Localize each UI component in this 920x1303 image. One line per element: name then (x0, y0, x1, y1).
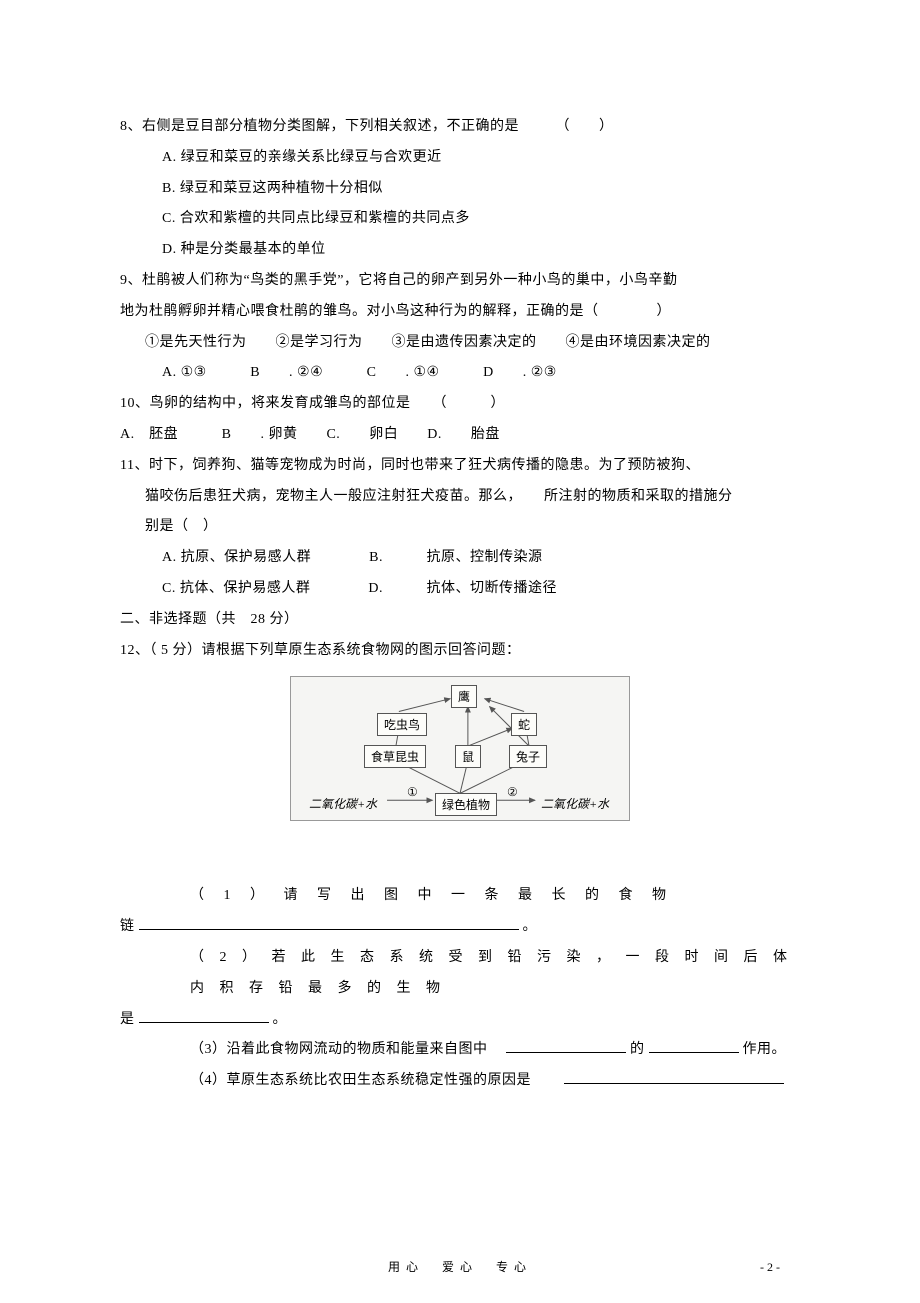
q8-stem: 8、右侧是豆目部分植物分类图解，下列相关叙述，不正确的是 （ ） (120, 112, 800, 143)
q11-line3: 别是（ ） (120, 512, 800, 543)
node-plant: 绿色植物 (435, 793, 497, 816)
node-mouse: 鼠 (455, 745, 481, 768)
blank-2 (139, 1009, 269, 1023)
q9-line2: 地为杜鹃孵卵并精心喂食杜鹃的雏鸟。对小鸟这种行为的解释，正确的是（ ） (120, 297, 800, 328)
node-rabbit: 兔子 (509, 745, 547, 768)
q12-p3-row: （3）沿着此食物网流动的物质和能量来自图中 的 作用。 (120, 1035, 800, 1066)
node-co2-left: 二氧化碳+水 (309, 795, 377, 812)
q12-p3a: （3）沿着此食物网流动的物质和能量来自图中 (190, 1042, 502, 1057)
q8-option-c: C. 合欢和紫檀的共同点比绿豆和紫檀的共同点多 (120, 204, 800, 235)
q12-p1b-row: 链 。 (120, 912, 800, 943)
q8-option-b: B. 绿豆和菜豆这两种植物十分相似 (120, 174, 800, 205)
q8-option-d: D. 种是分类最基本的单位 (120, 235, 800, 266)
q12-stem: 12、（ 5 分）请根据下列草原生态系统食物网的图示回答问题： (120, 636, 800, 667)
blank-1 (139, 916, 519, 930)
food-web-diagram: 鹰 吃虫鸟 蛇 食草昆虫 鼠 兔子 绿色植物 二氧化碳+水 二氧化碳+水 ① ② (120, 676, 800, 821)
q11-line2: 猫咬伤后患狂犬病，宠物主人一般应注射狂犬疫苗。那么， 所注射的物质和采取的措施分 (120, 482, 800, 513)
circle-2: ② (507, 785, 518, 800)
q8-option-a: A. 绿豆和菜豆的亲缘关系比绿豆与合欢更近 (120, 143, 800, 174)
q12-p3b: 的 (630, 1042, 645, 1057)
blank-4 (564, 1070, 784, 1084)
node-bird: 吃虫鸟 (377, 713, 427, 736)
q9-options-circled: ①是先天性行为 ②是学习行为 ③是由遗传因素决定的 ④是由环境因素决定的 (120, 328, 800, 359)
footer-text: 用心 爱心 专心 (0, 1258, 920, 1275)
q12-p1b: 链 (120, 919, 135, 934)
blank-3b (649, 1039, 739, 1053)
q11-option-c: C. 抗体、保护易感人群 D. 抗体、切断传播途径 (120, 574, 800, 605)
q12-p2b-row: 是 。 (120, 1005, 800, 1036)
q12-p4-row: （4）草原生态系统比农田生态系统稳定性强的原因是 (120, 1066, 800, 1097)
q9-line1: 9、杜鹃被人们称为“鸟类的黑手党”，它将自己的卵产到另外一种小鸟的巢中，小鸟辛勤 (120, 266, 800, 297)
node-insect: 食草昆虫 (364, 745, 426, 768)
q12-p4: （4）草原生态系统比农田生态系统稳定性强的原因是 (190, 1073, 560, 1088)
q12-p3c: 作用。 (743, 1042, 787, 1057)
q10-choices: A. 胚盘 B . 卵黄 C. 卵白 D. 胎盘 (120, 420, 800, 451)
q12-p2c: 。 (273, 1012, 288, 1027)
page-number: - 2 - (760, 1260, 780, 1275)
blank-3a (506, 1039, 626, 1053)
node-co2-right: 二氧化碳+水 (541, 795, 609, 812)
q12-p1c: 。 (523, 919, 538, 934)
q12-p2b: 是 (120, 1012, 135, 1027)
node-snake: 蛇 (511, 713, 537, 736)
section2-heading: 二、非选择题（共 28 分） (120, 605, 800, 636)
node-eagle: 鹰 (451, 685, 477, 708)
q10-stem: 10、鸟卵的结构中，将来发育成雏鸟的部位是 （ ） (120, 389, 800, 420)
q9-choices: A. ①③ B . ②④ C . ①④ D . ②③ (120, 358, 800, 389)
q11-option-a: A. 抗原、保护易感人群 B. 抗原、控制传染源 (120, 543, 800, 574)
q11-line1: 11、时下，饲养狗、猫等宠物成为时尚，同时也带来了狂犬病传播的隐患。为了预防被狗… (120, 451, 800, 482)
q12-p1a: （ 1 ） 请 写 出 图 中 一 条 最 长 的 食 物 (120, 881, 800, 912)
circle-1: ① (407, 785, 418, 800)
q12-p2a: （ 2 ） 若 此 生 态 系 统 受 到 铅 污 染 ， 一 段 时 间 后 … (120, 943, 800, 1005)
